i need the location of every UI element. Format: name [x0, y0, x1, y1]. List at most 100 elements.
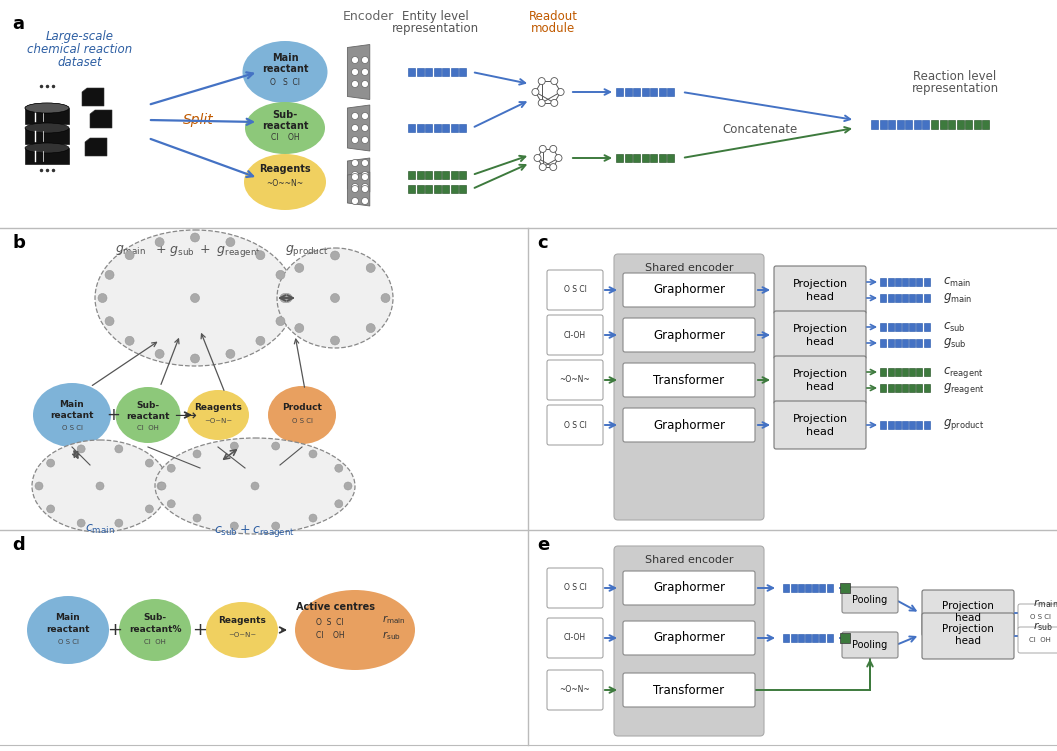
Circle shape [361, 56, 369, 64]
Ellipse shape [245, 102, 324, 154]
Bar [902, 339, 908, 347]
FancyBboxPatch shape [774, 401, 866, 449]
Circle shape [193, 450, 201, 458]
Bar [650, 88, 657, 96]
Circle shape [344, 482, 352, 490]
Text: Product: Product [282, 403, 322, 412]
Bar [819, 634, 826, 642]
Text: Graphormer: Graphormer [653, 632, 725, 644]
Text: a: a [12, 15, 24, 33]
FancyBboxPatch shape [623, 571, 755, 605]
Circle shape [309, 514, 317, 522]
Bar [973, 119, 981, 128]
Text: Sub-: Sub- [273, 110, 298, 120]
Text: Cl  OH: Cl OH [1030, 637, 1051, 643]
Text: Cl    OH: Cl OH [271, 133, 299, 142]
Circle shape [335, 464, 342, 472]
FancyBboxPatch shape [548, 670, 602, 710]
Bar [798, 584, 803, 592]
Circle shape [335, 499, 342, 508]
Circle shape [115, 445, 123, 453]
Bar [25, 148, 69, 164]
FancyBboxPatch shape [774, 356, 866, 404]
Circle shape [276, 317, 285, 326]
Circle shape [352, 125, 358, 131]
Text: Encoder: Encoder [342, 10, 393, 23]
Text: Graphormer: Graphormer [653, 328, 725, 342]
Circle shape [532, 89, 539, 95]
Circle shape [361, 137, 369, 143]
Text: Projection: Projection [942, 624, 994, 634]
Bar [888, 119, 895, 128]
Bar [902, 278, 908, 286]
Text: Reagents: Reagents [218, 616, 266, 625]
Text: $r_\mathrm{sub}$: $r_\mathrm{sub}$ [1033, 620, 1053, 633]
Ellipse shape [27, 596, 109, 664]
FancyBboxPatch shape [548, 405, 602, 445]
Bar [812, 634, 818, 642]
Bar [902, 368, 908, 376]
Circle shape [256, 336, 265, 345]
Bar [902, 294, 908, 302]
Bar [642, 154, 649, 162]
Circle shape [283, 294, 292, 303]
Bar [905, 119, 912, 128]
Bar [625, 154, 631, 162]
FancyBboxPatch shape [614, 254, 764, 520]
Circle shape [77, 445, 86, 453]
Ellipse shape [25, 123, 69, 133]
Text: Projection: Projection [793, 369, 848, 379]
Text: $g_\mathrm{reagent}$: $g_\mathrm{reagent}$ [943, 381, 984, 396]
Bar [459, 124, 466, 132]
Bar [450, 171, 458, 179]
Ellipse shape [187, 390, 249, 440]
Circle shape [361, 183, 369, 191]
Circle shape [146, 505, 153, 513]
Bar [895, 339, 901, 347]
Text: c: c [537, 234, 548, 252]
Bar [459, 185, 466, 193]
Bar [916, 278, 923, 286]
FancyBboxPatch shape [922, 613, 1014, 659]
Bar [783, 584, 790, 592]
Circle shape [550, 164, 557, 170]
Bar [924, 339, 929, 347]
Text: +: + [108, 621, 123, 639]
Circle shape [352, 173, 358, 180]
Text: Cl  OH: Cl OH [137, 425, 159, 431]
Circle shape [295, 264, 303, 273]
FancyBboxPatch shape [1018, 627, 1057, 653]
Ellipse shape [25, 143, 69, 153]
Text: Shared encoder: Shared encoder [645, 263, 734, 273]
Text: $g_\mathrm{main}$: $g_\mathrm{main}$ [943, 291, 972, 305]
Bar [909, 368, 915, 376]
Text: Cl    OH: Cl OH [316, 631, 345, 640]
Bar [450, 124, 458, 132]
Text: Pooling: Pooling [852, 595, 888, 605]
Circle shape [551, 99, 558, 107]
Ellipse shape [268, 386, 336, 444]
Bar [880, 294, 887, 302]
Circle shape [77, 519, 86, 527]
Circle shape [550, 146, 557, 152]
Bar [965, 119, 972, 128]
FancyBboxPatch shape [1018, 604, 1057, 630]
Circle shape [361, 68, 369, 76]
Circle shape [361, 80, 369, 88]
Bar [416, 171, 424, 179]
FancyBboxPatch shape [774, 266, 866, 314]
Ellipse shape [295, 590, 415, 670]
Circle shape [115, 519, 123, 527]
Text: representation: representation [391, 22, 479, 35]
Bar [408, 185, 415, 193]
Text: Reagents: Reagents [194, 403, 242, 412]
Bar [924, 368, 929, 376]
Polygon shape [348, 44, 370, 99]
Bar [791, 634, 797, 642]
Ellipse shape [32, 440, 168, 532]
Text: reactant: reactant [126, 412, 170, 421]
Text: e: e [537, 536, 550, 554]
Bar [442, 171, 449, 179]
Text: $c_\mathrm{main}$: $c_\mathrm{main}$ [943, 276, 971, 288]
Text: head: head [806, 382, 834, 392]
